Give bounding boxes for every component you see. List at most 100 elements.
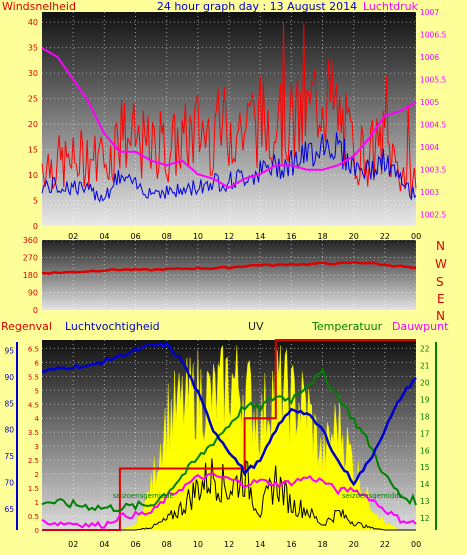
time-tick-label: 14 (255, 232, 265, 241)
pressure-tick-label: 1006.5 (420, 31, 446, 40)
wind-tick-label: 25 (28, 95, 38, 104)
temperature-tick-label: 15 (420, 463, 430, 472)
rain-tick-label: 6.5 (28, 345, 39, 353)
compass-e: E (437, 292, 445, 306)
humidity-label: Luchtvochtigheid (65, 320, 160, 333)
temperature-tick-label: 18 (420, 412, 430, 421)
direction-panel-bg (42, 240, 416, 310)
axes: 05101520253035401002.510031003.510041004… (4, 8, 446, 549)
time-tick-label: 10 (193, 540, 203, 549)
rain-axis-title: Regenval (1, 320, 52, 333)
pressure-tick-label: 1004 (420, 143, 439, 152)
wind-tick-label: 0 (33, 222, 38, 231)
humidity-tick-label: 95 (4, 347, 14, 356)
wind-average-line (41, 132, 417, 203)
time-tick-label: 10 (193, 232, 203, 241)
rain-tick-label: 5 (35, 387, 39, 395)
humidity-tick-label: 65 (4, 505, 14, 514)
time-tick-label: 04 (99, 540, 109, 549)
pressure-tick-label: 1005.5 (420, 76, 446, 85)
temperature-tick-label: 14 (420, 480, 430, 489)
time-tick-label: 02 (68, 232, 78, 241)
wind-tick-label: 35 (28, 44, 38, 53)
time-tick-label: 08 (162, 540, 172, 549)
wind-tick-label: 40 (28, 18, 38, 27)
dewpoint-label: Dauwpunt (392, 320, 449, 333)
humidity-tick-label: 75 (4, 452, 14, 461)
time-tick-label: 08 (162, 232, 172, 241)
rain-tick-label: 2.5 (28, 457, 39, 465)
rain-tick-label: 3 (35, 443, 39, 451)
pressure-tick-label: 1002.5 (420, 211, 446, 220)
rain-tick-label: 0.5 (28, 513, 39, 521)
rain-tick-label: 1.5 (28, 485, 39, 493)
uv-label: UV (248, 320, 264, 333)
temperature-tick-label: 22 (420, 344, 430, 353)
temperature-tick-label: 21 (420, 361, 430, 370)
humidity-tick-label: 70 (4, 479, 14, 488)
compass-s: S (436, 275, 444, 289)
rain-tick-label: 4 (35, 415, 40, 423)
humidity-tick-label: 80 (4, 426, 14, 435)
rain-tick-label: 3.5 (28, 429, 39, 437)
temperature-tick-label: 13 (420, 497, 430, 506)
pressure-tick-label: 1005 (420, 98, 439, 107)
temperature-line (41, 367, 417, 513)
pressure-tick-label: 1007 (420, 8, 439, 17)
time-tick-label: 12 (224, 232, 234, 241)
time-tick-label: 16 (286, 540, 296, 549)
compass-n-top: N (436, 239, 445, 253)
time-tick-label: 16 (286, 232, 296, 241)
rain-line (42, 339, 416, 531)
rain-tick-label: 2 (35, 471, 39, 479)
data-marks (41, 22, 417, 531)
direction-tick-label: 90 (28, 289, 38, 298)
compass-w: W (435, 257, 447, 271)
temperature-tick-label: 19 (420, 395, 430, 404)
wind-gust-line (41, 22, 417, 199)
temperature-label: Temperatuur (311, 320, 383, 333)
time-tick-label: 18 (318, 540, 328, 549)
rain-tick-label: 4.5 (28, 401, 39, 409)
wind-direction-line (41, 260, 416, 275)
time-tick-label: 14 (255, 540, 265, 549)
pressure-axis-title: Luchtdruk (363, 0, 419, 13)
time-tick-label: 00 (411, 232, 421, 241)
rain-tick-label: 6 (35, 359, 40, 367)
pressure-tick-label: 1003 (420, 188, 439, 197)
wind-tick-label: 15 (28, 146, 38, 155)
temp-season-avg-label: seizoensgemidde (113, 492, 174, 500)
temperature-tick-label: 16 (420, 446, 430, 455)
time-tick-label: 06 (131, 540, 141, 549)
chart-title: 24 hour graph day : 13 August 2014 (157, 0, 357, 13)
wind-tick-label: 20 (28, 120, 38, 129)
wind-axis-title: Windsnelheid (2, 0, 76, 13)
direction-tick-label: 270 (23, 254, 38, 263)
wind-panel-bg (42, 12, 416, 226)
time-tick-label: 02 (68, 540, 78, 549)
humidity-line (41, 341, 417, 487)
humidity-tick-label: 85 (4, 399, 14, 408)
time-tick-label: 22 (380, 232, 390, 241)
direction-tick-label: 180 (23, 271, 38, 280)
pressure-tick-label: 1004.5 (420, 121, 446, 130)
time-tick-label: 04 (99, 232, 109, 241)
time-tick-label: 18 (318, 232, 328, 241)
wind-tick-label: 30 (28, 69, 38, 78)
rain-tick-label: 0 (35, 527, 39, 535)
time-tick-label: 22 (380, 540, 390, 549)
wind-tick-label: 5 (33, 197, 38, 206)
pressure-tick-label: 1006 (420, 53, 439, 62)
direction-tick-label: 360 (23, 236, 38, 245)
pressure-line (41, 47, 417, 189)
time-tick-label: 20 (349, 540, 359, 549)
temperature-tick-label: 17 (420, 429, 430, 438)
time-tick-label: 12 (224, 540, 234, 549)
time-tick-label: 20 (349, 232, 359, 241)
compass-n-bottom: N (436, 309, 445, 323)
dewpoint-line (41, 472, 417, 529)
direction-tick-label: 0 (33, 306, 38, 315)
rain-tick-label: 5.5 (28, 373, 39, 381)
temperature-tick-label: 12 (420, 514, 430, 523)
